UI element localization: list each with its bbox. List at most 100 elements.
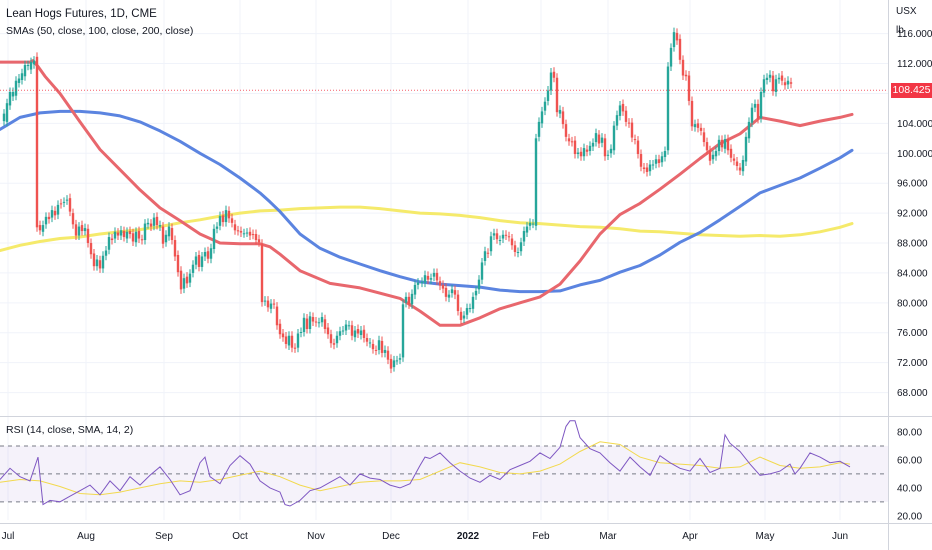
candle <box>182 273 186 294</box>
candle-body <box>11 91 15 97</box>
candle-body <box>83 228 87 232</box>
time-tick-label: Jul <box>2 531 15 542</box>
candle-body <box>2 113 6 122</box>
candle-body <box>260 243 264 303</box>
candle-body <box>546 90 550 101</box>
candle-body <box>579 151 583 157</box>
candle <box>639 149 643 172</box>
candlestick-series <box>2 27 793 374</box>
candle-body <box>47 216 51 220</box>
candle <box>389 354 393 374</box>
candle-body <box>200 256 204 267</box>
candle <box>362 325 366 343</box>
price-tick-label: 116.000 <box>897 29 932 40</box>
candle-body <box>35 56 39 228</box>
candle <box>317 317 321 328</box>
rsi-legend[interactable]: RSI (14, close, SMA, 14, 2) <box>6 424 134 436</box>
candle-body <box>654 159 658 164</box>
candle-body <box>507 236 511 238</box>
candle-body <box>510 238 514 246</box>
candle-body <box>383 349 387 353</box>
candle <box>218 211 222 231</box>
candle <box>696 118 700 133</box>
candle-body <box>272 303 276 305</box>
candle <box>642 163 646 174</box>
candle <box>657 154 661 168</box>
candle <box>762 74 766 98</box>
candle <box>392 355 396 372</box>
sma200-path <box>0 205 854 252</box>
candle <box>191 260 195 278</box>
candle <box>359 326 363 340</box>
candle <box>86 224 90 248</box>
candle-body <box>50 210 54 218</box>
candle-body <box>5 103 9 122</box>
candle-body <box>756 103 760 119</box>
time-tick-label: Apr <box>682 531 698 542</box>
candle <box>53 206 57 220</box>
candle <box>47 212 51 224</box>
candle <box>768 70 772 83</box>
candle-body <box>341 330 345 332</box>
candle <box>690 96 694 131</box>
time-tick-label: 2022 <box>457 531 480 542</box>
candle <box>242 228 246 238</box>
candle-body <box>552 71 556 78</box>
candle-body <box>561 111 565 125</box>
candle-body <box>209 248 213 259</box>
candle <box>299 327 303 338</box>
candle <box>149 219 153 232</box>
candle-body <box>690 100 694 127</box>
candle-body <box>450 289 454 294</box>
candle <box>558 105 562 119</box>
candle-body <box>359 330 363 335</box>
candle-body <box>471 296 475 309</box>
candle-body <box>62 201 66 203</box>
candle <box>311 312 315 327</box>
candle <box>20 68 24 85</box>
candle-body <box>774 79 778 92</box>
candle <box>612 121 616 155</box>
candle <box>519 237 523 256</box>
candle-body <box>395 360 399 362</box>
candle <box>353 326 357 342</box>
candle <box>747 117 751 143</box>
candle <box>444 283 448 302</box>
candle <box>158 220 162 232</box>
candle-body <box>759 91 763 119</box>
candle-body <box>597 134 601 144</box>
candle-body <box>320 317 324 323</box>
candle-body <box>410 293 414 305</box>
candle-body <box>140 239 144 241</box>
candle <box>549 68 553 95</box>
candle <box>365 333 369 347</box>
candle-body <box>645 167 649 172</box>
candle-body <box>609 148 613 154</box>
candle-body <box>332 343 336 345</box>
candle <box>17 74 21 88</box>
candle <box>323 314 327 334</box>
candle-body <box>750 107 754 123</box>
time-axis[interactable]: Jul Aug Sep Oct Nov Dec 2022 Feb Mar Apr May Jun <box>0 523 932 543</box>
candle <box>146 218 150 229</box>
candle <box>59 198 63 209</box>
rsi-axis[interactable]: 80.00 60.00 40.00 20.00 <box>897 427 922 522</box>
candle-body <box>356 329 360 334</box>
candle <box>501 230 505 244</box>
candle <box>483 246 487 266</box>
candle-body <box>717 139 721 152</box>
candle-body <box>504 234 508 236</box>
rsi-tick-label: 60.00 <box>897 455 922 466</box>
candle-body <box>555 77 559 113</box>
candle-body <box>299 332 303 333</box>
candle <box>377 335 381 355</box>
candle <box>293 343 297 353</box>
price-unit-currency: USX <box>896 6 917 17</box>
sma-legend[interactable]: SMAs (50, close, 100, close, 200, close) <box>6 25 194 37</box>
candle-body <box>287 335 291 346</box>
time-tick-label: Sep <box>155 531 173 542</box>
candle <box>465 303 469 320</box>
candle-body <box>263 300 267 302</box>
candle <box>429 273 433 285</box>
candle <box>420 277 424 288</box>
